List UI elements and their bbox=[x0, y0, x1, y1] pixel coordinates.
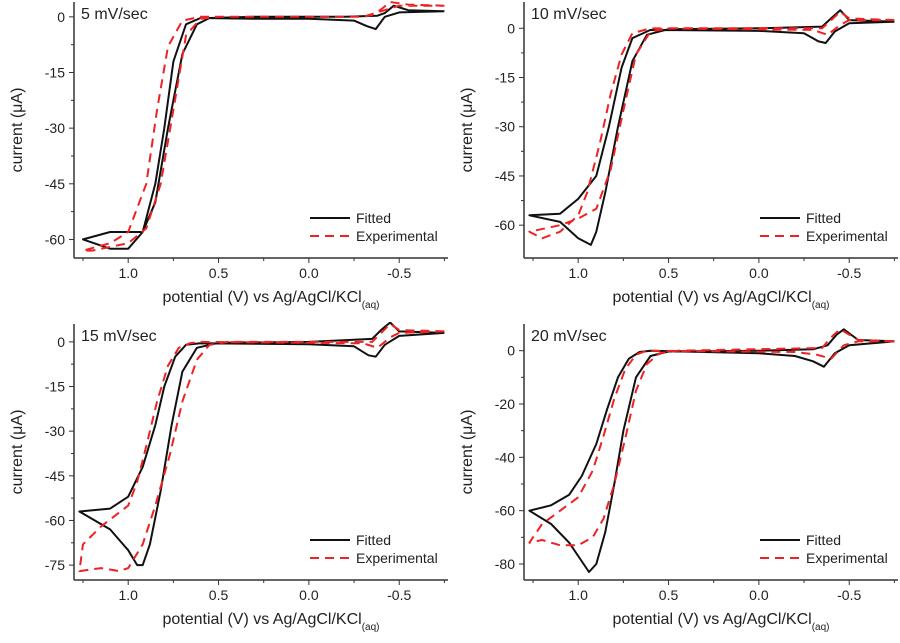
y-tick-label: -60 bbox=[495, 503, 515, 519]
x-tick-label: 0.5 bbox=[659, 265, 679, 281]
y-tick-label: -45 bbox=[495, 168, 515, 184]
legend-label-experimental: Experimental bbox=[356, 228, 438, 244]
panel-title: 15 mV/sec bbox=[81, 328, 157, 345]
y-tick-label: -15 bbox=[45, 64, 65, 80]
panel-20mv: 1.0 0.5 0.0 -0.5 0 -20 -40 -60 -80 20 mV/sec poten… bbox=[459, 324, 898, 633]
y-tick-label: -80 bbox=[495, 556, 515, 572]
panel-10mv: 1.0 0.5 0.0 -0.5 0 -15 -30 -45 -60 10 mV/sec poten… bbox=[459, 2, 898, 311]
series-experimental bbox=[78, 323, 445, 573]
y-tick-label: -40 bbox=[495, 449, 515, 465]
y-axis-label: current (μA) bbox=[459, 410, 476, 495]
panel-title: 20 mV/sec bbox=[531, 328, 607, 345]
panel-title: 5 mV/sec bbox=[81, 6, 148, 23]
x-axis-label: potential (V) vs Ag/AgCl/KCl(aq) bbox=[163, 289, 380, 311]
x-tick-label: -0.5 bbox=[387, 587, 411, 603]
legend-label-experimental: Experimental bbox=[356, 550, 438, 566]
x-tick-label: 1.0 bbox=[118, 587, 138, 603]
x-tick-label: 1.0 bbox=[568, 587, 588, 603]
series-fitted bbox=[82, 4, 445, 250]
legend-label-fitted: Fitted bbox=[806, 210, 841, 226]
y-axis-label: current (μA) bbox=[459, 88, 476, 173]
y-tick-label: -30 bbox=[45, 120, 65, 136]
x-axis-label-subscript: (aq) bbox=[812, 622, 830, 633]
y-tick-label: -15 bbox=[495, 69, 515, 85]
x-tick-label: 0.5 bbox=[659, 587, 679, 603]
x-axis-label-subscript: (aq) bbox=[362, 622, 380, 633]
x-tick-label: 0.0 bbox=[749, 265, 769, 281]
x-tick-label: 0.0 bbox=[299, 265, 319, 281]
y-tick-label: -30 bbox=[45, 423, 65, 439]
y-tick-label: 0 bbox=[57, 334, 65, 350]
x-axis-label-subscript: (aq) bbox=[362, 300, 380, 311]
y-tick-label: 0 bbox=[507, 20, 515, 36]
series-fitted bbox=[78, 322, 445, 567]
x-axis-label-subscript: (aq) bbox=[812, 300, 830, 311]
x-axis-label: potential (V) vs Ag/AgCl/KCl(aq) bbox=[613, 611, 830, 633]
panel-5mv: 1.0 0.5 0.0 -0.5 0 -15 -30 -45 -60 5 mV/sec potent… bbox=[9, 1, 448, 311]
x-tick-label: -0.5 bbox=[837, 265, 861, 281]
y-tick-label: 0 bbox=[507, 343, 515, 359]
x-tick-label: -0.5 bbox=[387, 265, 411, 281]
series-fitted bbox=[528, 328, 895, 573]
x-tick-label: -0.5 bbox=[837, 587, 861, 603]
y-tick-label: -60 bbox=[45, 512, 65, 528]
x-tick-label: 1.0 bbox=[568, 265, 588, 281]
y-tick-label: -45 bbox=[45, 176, 65, 192]
y-tick-label: -60 bbox=[495, 217, 515, 233]
x-axis-label: potential (V) vs Ag/AgCl/KCl(aq) bbox=[613, 289, 830, 311]
series-experimental bbox=[528, 10, 895, 240]
legend-label-experimental: Experimental bbox=[806, 228, 888, 244]
x-tick-label: 0.5 bbox=[209, 265, 229, 281]
series-fitted bbox=[528, 9, 895, 246]
y-tick-label: -60 bbox=[45, 231, 65, 247]
y-tick-label: 0 bbox=[57, 9, 65, 25]
y-tick-label: -15 bbox=[45, 379, 65, 395]
panel-title: 10 mV/sec bbox=[531, 6, 607, 23]
series-experimental bbox=[528, 328, 895, 547]
legend-label-experimental: Experimental bbox=[806, 550, 888, 566]
y-tick-label: -20 bbox=[495, 396, 515, 412]
y-axis-label: current (μA) bbox=[9, 88, 26, 173]
y-tick-label: -75 bbox=[45, 557, 65, 573]
x-tick-label: 0.0 bbox=[749, 587, 769, 603]
x-tick-label: 0.5 bbox=[209, 587, 229, 603]
legend-label-fitted: Fitted bbox=[806, 532, 841, 548]
panel-15mv: 1.0 0.5 0.0 -0.5 0 -15 -30 -45 -60 -75 15 mV/sec po… bbox=[9, 322, 448, 633]
y-tick-label: -30 bbox=[495, 119, 515, 135]
y-tick-label: -45 bbox=[45, 468, 65, 484]
x-tick-label: 0.0 bbox=[299, 587, 319, 603]
x-axis-label: potential (V) vs Ag/AgCl/KCl(aq) bbox=[163, 611, 380, 633]
legend-label-fitted: Fitted bbox=[356, 532, 391, 548]
series-experimental bbox=[82, 1, 445, 252]
y-axis-label: current (μA) bbox=[9, 410, 26, 495]
x-tick-label: 1.0 bbox=[118, 265, 138, 281]
legend-label-fitted: Fitted bbox=[356, 210, 391, 226]
